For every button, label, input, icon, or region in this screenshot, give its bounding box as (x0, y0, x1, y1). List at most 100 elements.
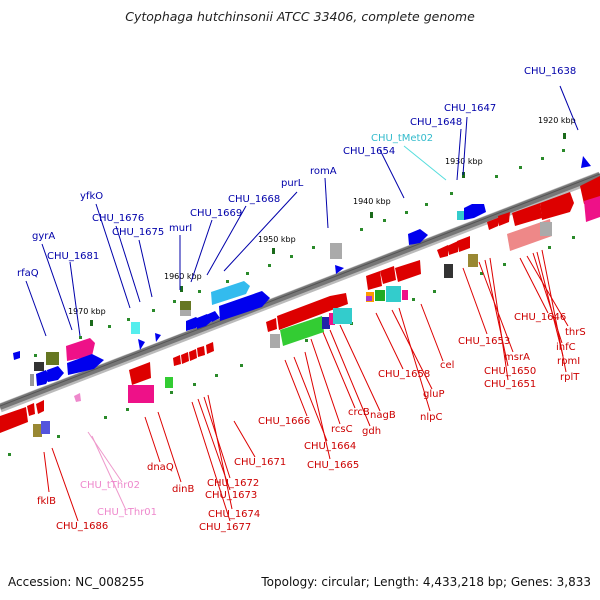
gene-label[interactable]: CHU_1672 (207, 478, 260, 489)
gene-arrow (189, 349, 197, 361)
gene-label[interactable]: CHU_1666 (258, 416, 311, 427)
gene-label[interactable]: rpmI (557, 356, 581, 367)
gene-label[interactable]: rplT (560, 372, 580, 383)
trna-feature (74, 393, 81, 402)
gene-label[interactable]: CHU_1648 (410, 117, 463, 128)
gene-block (584, 196, 600, 222)
gene-label[interactable]: CHU_1676 (92, 213, 145, 224)
gene-label[interactable]: CHU_1650 (484, 366, 537, 377)
trna-rev-leader-lines (87, 431, 126, 509)
gene-block (165, 377, 173, 388)
gene-arrow (27, 403, 35, 416)
gene-label[interactable]: CHU_1658 (378, 369, 431, 380)
tick-label-1950: 1950 kbp (258, 235, 296, 244)
trna-feature (457, 211, 464, 220)
gene-arrow (512, 203, 542, 226)
gene-label[interactable]: cel (440, 360, 455, 371)
gene-arrow (437, 245, 448, 258)
gene-label[interactable]: purL (281, 178, 304, 189)
gene-block (46, 352, 59, 365)
gene-label[interactable]: gyrA (32, 231, 56, 242)
gene-label[interactable]: CHU_1671 (234, 457, 287, 468)
map-title: Cytophaga hutchinsonii ATCC 33406, compl… (125, 9, 475, 24)
gene-label[interactable]: CHU_1668 (228, 194, 281, 205)
gene-block (34, 362, 44, 371)
gene-block (330, 243, 342, 259)
gene-arrow (206, 342, 214, 354)
tick-label-1970: 1970 kbp (68, 307, 106, 316)
gene-arrow (266, 318, 277, 332)
topology-text: Topology: circular; Length: 4,433,218 bp… (261, 575, 591, 589)
gene-arrow (277, 293, 348, 330)
gene-block (444, 264, 453, 278)
gene-block (270, 334, 280, 348)
gene-block (402, 290, 408, 300)
forward-features (13, 156, 591, 386)
gene-block (180, 310, 191, 316)
gene-label[interactable]: CHU_1638 (524, 66, 577, 77)
gene-block (322, 317, 330, 329)
gene-block (375, 290, 385, 301)
gene-label[interactable]: gdh (362, 426, 382, 437)
gene-label[interactable]: dnaQ (147, 462, 174, 473)
gene-label[interactable]: CHU_1673 (205, 490, 258, 501)
gene-label[interactable]: nagB (370, 410, 396, 421)
gene-label[interactable]: CHU_1677 (199, 522, 252, 533)
gene-label[interactable]: dinB (172, 484, 195, 495)
tick-label-1940: 1940 kbp (353, 197, 391, 206)
gene-label[interactable]: murI (169, 223, 193, 234)
gene-label[interactable]: CHU_1675 (112, 227, 165, 238)
gene-arrow (581, 156, 591, 168)
gene-block (329, 313, 335, 325)
genome-backbone (0, 171, 600, 413)
gene-block (180, 301, 191, 310)
gene-label[interactable]: rfaQ (17, 268, 39, 279)
gene-arrow (206, 311, 220, 322)
gene-label[interactable]: CHU_1681 (47, 251, 100, 262)
gene-arrow (380, 266, 396, 284)
gene-label[interactable]: CHU_1654 (343, 146, 396, 157)
gene-label[interactable]: CHU_1674 (208, 509, 261, 520)
gene-label[interactable]: CHU_1646 (514, 312, 567, 323)
accession-text: Accession: NC_008255 (8, 575, 145, 589)
gene-label[interactable]: infC (556, 342, 576, 353)
gene-label[interactable]: nlpC (420, 412, 443, 423)
trna-label[interactable]: CHU_tMet02 (371, 133, 434, 144)
gene-block (333, 308, 352, 324)
gene-label[interactable]: gluP (423, 389, 445, 400)
gene-label[interactable]: msrA (504, 352, 530, 363)
gene-label[interactable]: fklB (37, 496, 56, 507)
gene-label[interactable]: rcsC (331, 424, 353, 435)
gene-arrow (408, 229, 428, 245)
trna-label[interactable]: CHU_tThr02 (80, 480, 141, 491)
gene-label[interactable]: CHU_1664 (304, 441, 357, 452)
gene-label[interactable]: CHU_1653 (458, 336, 511, 347)
trna-label[interactable]: CHU_tThr01 (97, 507, 158, 518)
track-guides (8, 149, 575, 456)
gene-arrow (129, 362, 151, 385)
gene-arrow (36, 370, 50, 386)
gene-block (41, 421, 50, 434)
gene-label[interactable]: CHU_1651 (484, 379, 537, 390)
gene-arrow (0, 407, 28, 433)
gene-block (211, 281, 250, 305)
reverse-features (0, 176, 600, 437)
gene-label[interactable]: CHU_1647 (444, 103, 497, 114)
gene-arrow (498, 212, 510, 226)
gene-arrow (138, 339, 145, 350)
gene-label[interactable]: thrS (565, 327, 586, 338)
gene-label[interactable]: crcB (348, 407, 370, 418)
gene-arrow (219, 291, 270, 321)
gene-block (386, 286, 401, 302)
tick-1970 (90, 320, 93, 326)
trna-leader-line (403, 145, 447, 181)
gene-label[interactable]: yfkO (80, 191, 104, 202)
gene-label[interactable]: CHU_1665 (307, 460, 360, 471)
gene-label[interactable]: CHU_1686 (56, 521, 109, 532)
gene-label[interactable]: CHU_1669 (190, 208, 243, 219)
tick-1920 (563, 133, 566, 139)
gene-arrow (47, 366, 64, 382)
gene-label[interactable]: romA (310, 166, 337, 177)
gene-block (468, 254, 478, 267)
